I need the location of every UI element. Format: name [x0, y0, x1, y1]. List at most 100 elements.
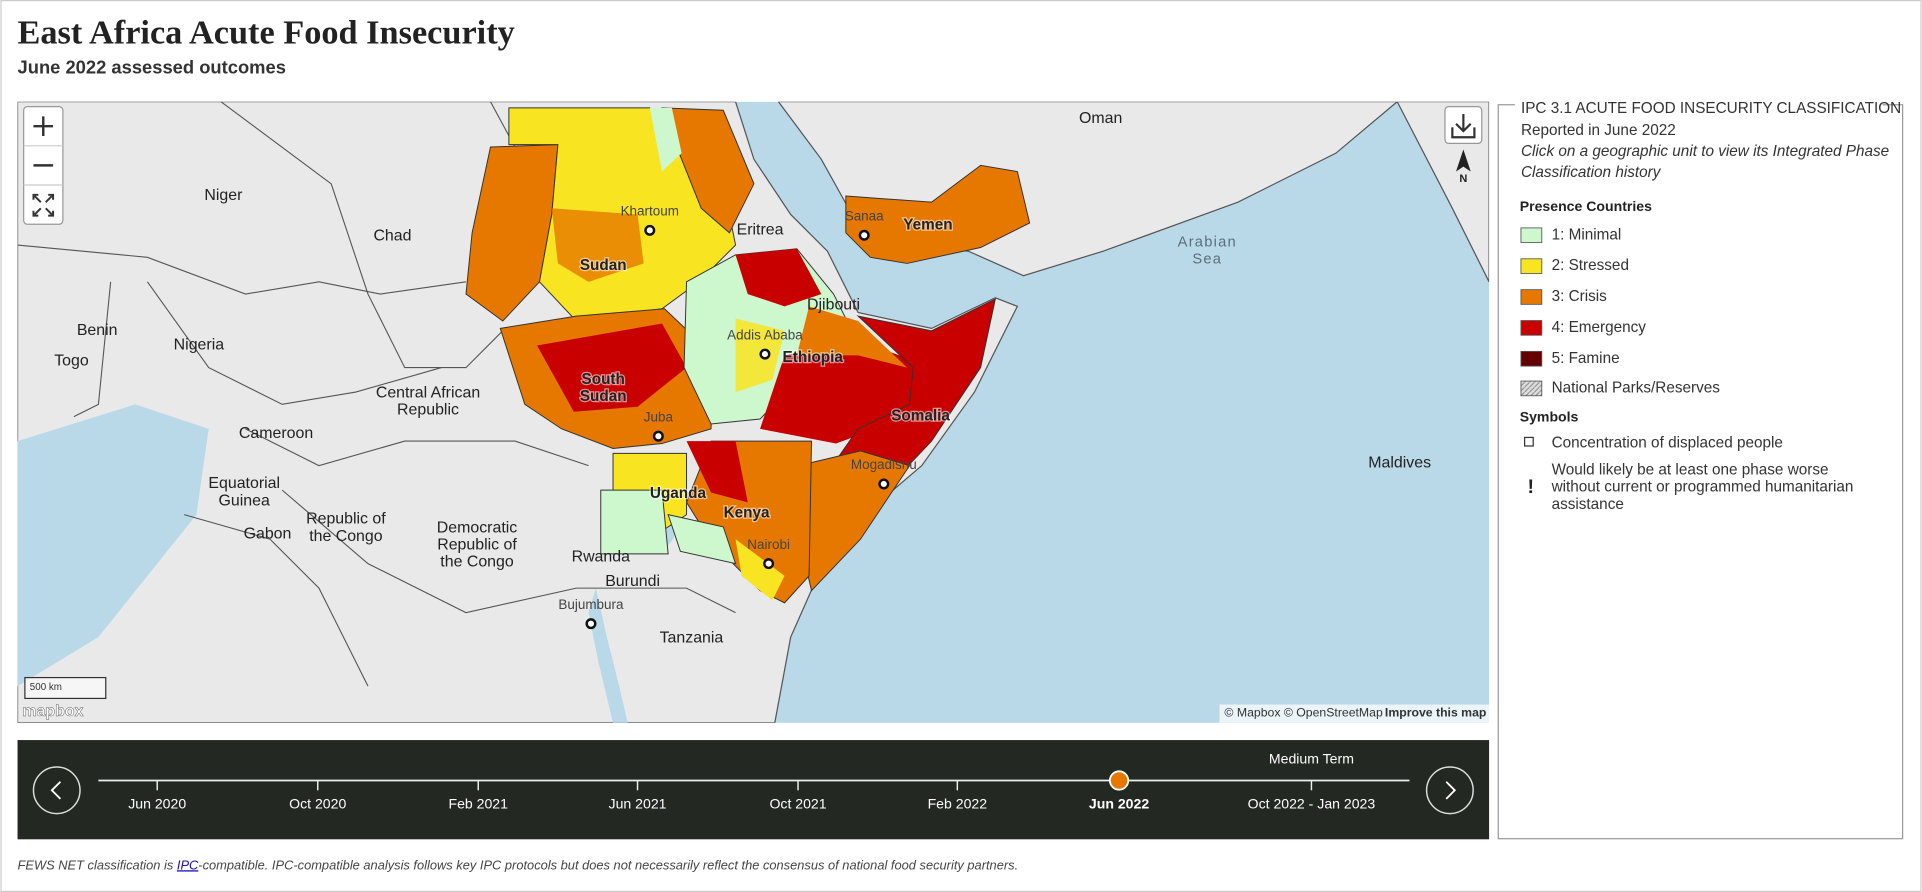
place-label: Eritrea [737, 222, 784, 239]
place-label: Sudan [580, 388, 627, 405]
place-label: Niger [204, 187, 243, 204]
north-arrow [1456, 149, 1471, 172]
place-label: Sudan [580, 257, 627, 274]
legend: IPC 3.1 ACUTE FOOD INSECURITY CLASSIFICA… [1497, 98, 1904, 840]
place-label: Republic [397, 402, 459, 419]
city-marker [858, 229, 870, 241]
legend-label: 4: Emergency [1552, 319, 1647, 336]
legend-hint: Classification history [1521, 164, 1662, 181]
timeline-prev[interactable] [32, 766, 81, 815]
legend-label: Would likely be at least one phase worse [1552, 462, 1829, 479]
timeline-date[interactable]: Jun 2022 [1089, 796, 1149, 812]
page-subtitle: June 2022 assessed outcomes [18, 56, 286, 77]
legend-heading: Presence Countries [1520, 198, 1652, 214]
place-label: Mogadishu [851, 457, 917, 472]
footer-text: FEWS NET classification is [18, 858, 177, 873]
place-label: Equatorial [208, 475, 280, 492]
timeline-term: Medium Term [1269, 750, 1354, 766]
legend-label: 1: Minimal [1552, 226, 1622, 243]
place-label: Nigeria [174, 337, 225, 354]
place-label: Burundi [605, 573, 660, 590]
legend-label: assistance [1552, 496, 1624, 513]
timeline-date[interactable]: Oct 2020 [289, 796, 346, 812]
phase-swatch [1520, 320, 1543, 336]
place-label: Nairobi [747, 537, 790, 552]
city-marker [644, 224, 656, 236]
timeline-date[interactable]: Oct 2022 - Jan 2023 [1248, 796, 1376, 812]
timeline-date[interactable]: Feb 2021 [448, 796, 508, 812]
worse-symbol: ! [1527, 476, 1534, 498]
footer: FEWS NET classification is IPC-compatibl… [18, 858, 1019, 873]
phase-swatch [1520, 227, 1543, 244]
north-label: N [1459, 173, 1467, 185]
place-label: Khartoum [621, 204, 679, 219]
timeline-date[interactable]: Oct 2021 [769, 796, 826, 812]
legend-hint: Click on a geographic unit to view its I… [1521, 143, 1889, 160]
phase-swatch [1520, 289, 1543, 305]
mapbox-logo[interactable]: mapbox [22, 703, 84, 720]
place-label: Arabian [1178, 234, 1237, 250]
phase-swatch [1520, 350, 1543, 367]
place-label: Bujumbura [558, 597, 624, 612]
place-labels: Niger Chad Nigeria Benin Togo Central African… [54, 110, 1431, 647]
legend-label: Concentration of displaced people [1552, 435, 1783, 452]
place-label: Gabon [244, 525, 292, 542]
place-label: South [582, 371, 625, 388]
legend-label: without current or programmed humanitari… [1551, 479, 1854, 496]
timeline-next[interactable] [1425, 766, 1474, 815]
place-label: Maldives [1368, 454, 1431, 471]
place-label: Democratic [437, 519, 517, 536]
place-label: Guinea [219, 492, 270, 509]
place-label: Cameroon [239, 425, 313, 442]
displaced-symbol [1524, 436, 1534, 447]
place-label: Sea [1192, 252, 1222, 268]
place-label: Republic of [306, 511, 386, 528]
legend-label: National Parks/Reserves [1552, 379, 1721, 396]
place-label: Addis Ababa [727, 327, 803, 342]
phase-swatch [1520, 258, 1543, 274]
place-label: Ethiopia [783, 349, 844, 366]
zoom-in[interactable] [33, 116, 54, 137]
place-label: Tanzania [660, 630, 724, 647]
place-label: Togo [54, 353, 89, 370]
page-title: East Africa Acute Food Insecurity [18, 13, 515, 51]
legend-heading: Symbols [1520, 409, 1579, 425]
place-label: Juba [644, 409, 674, 424]
download-button[interactable] [1444, 105, 1483, 144]
legend-label: 2: Stressed [1552, 257, 1629, 274]
city-marker [763, 558, 775, 570]
city-marker [759, 348, 771, 360]
place-label: Chad [373, 228, 411, 245]
place-label: Oman [1079, 110, 1122, 127]
attribution[interactable]: © Mapbox © OpenStreetMap [1224, 705, 1383, 719]
scale-bar [24, 676, 107, 700]
timeline: Jun 2020 Oct 2020 Feb 2021 Jun 2021 Oct 2021… [17, 740, 1490, 840]
place-label: Djibouti [807, 296, 860, 313]
place-label: the Congo [440, 554, 514, 571]
place-label: Kenya [724, 504, 770, 521]
place-label: Benin [77, 322, 118, 339]
timeline-date[interactable]: Feb 2022 [928, 796, 988, 812]
place-label: the Congo [309, 528, 383, 545]
place-label: Sanaa [845, 208, 884, 223]
improve-map-link[interactable]: Improve this map [1385, 705, 1486, 719]
legend-label: 5: Famine [1552, 350, 1620, 367]
footer-text: -compatible. IPC-compatible analysis fol… [198, 858, 1018, 873]
city-marker [652, 430, 664, 442]
fullscreen[interactable] [32, 193, 55, 217]
legend-reported: Reported in June 2022 [1521, 122, 1676, 139]
place-label: Uganda [650, 485, 707, 502]
place-label: Somalia [891, 408, 950, 425]
place-label: Central African [376, 385, 480, 402]
ipc-link[interactable]: IPC [177, 858, 199, 873]
place-label: Yemen [903, 216, 952, 233]
place-label: Rwanda [572, 549, 631, 566]
timeline-date[interactable]: Jun 2020 [128, 796, 186, 812]
city-marker [878, 478, 890, 490]
map-controls: N [23, 105, 1483, 225]
legend-label: 3: Crisis [1552, 288, 1608, 305]
timeline-date[interactable]: Jun 2021 [609, 796, 667, 812]
legend-title: IPC 3.1 ACUTE FOOD INSECURITY CLASSIFICA… [1521, 100, 1901, 117]
map[interactable]: Niger Chad Nigeria Benin Togo Central African… [17, 101, 1490, 723]
